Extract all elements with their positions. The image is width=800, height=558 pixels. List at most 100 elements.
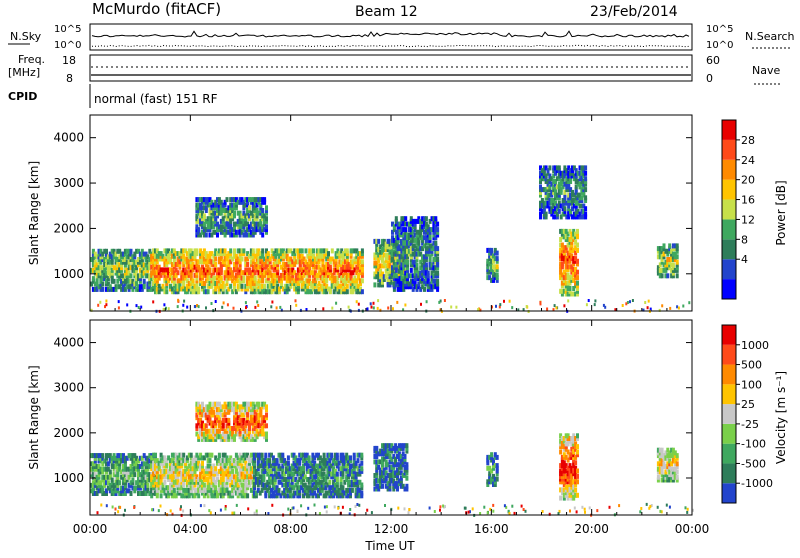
colorbar-tick-label: 28	[741, 134, 755, 147]
echo-cell	[499, 303, 501, 306]
echo-cell	[261, 208, 264, 213]
colorbar-segment	[722, 120, 736, 140]
echo-cell	[400, 271, 403, 276]
colorbar-segment	[722, 219, 736, 239]
echo-cell	[118, 306, 120, 309]
echo-cell	[404, 227, 407, 232]
noise-panel: N.Sky 10^5 10^0 10^5 10^0 N.Search	[8, 24, 795, 51]
echo-cell	[358, 303, 360, 306]
echo-cell	[666, 273, 669, 278]
echo-cell	[688, 301, 690, 304]
echo-cell	[323, 453, 326, 458]
echo-cell	[387, 307, 389, 310]
echo-cell	[131, 478, 134, 483]
echo-cell	[270, 305, 272, 308]
echo-cell	[111, 478, 114, 483]
echo-cell	[526, 305, 528, 308]
echo-cell	[214, 466, 217, 471]
echo-cell	[198, 305, 200, 308]
echo-cell	[434, 241, 437, 246]
echo-cell	[682, 305, 684, 308]
y-tick-label: 3000	[53, 176, 84, 190]
echo-cell	[192, 278, 195, 283]
echo-cell	[395, 273, 398, 278]
echo-cell	[622, 304, 624, 307]
echo-cell	[195, 248, 198, 253]
echo-cell	[182, 304, 184, 307]
echo-cell	[201, 402, 204, 407]
echo-cell	[584, 195, 587, 200]
echo-cell	[194, 305, 196, 308]
echo-cell	[392, 307, 394, 310]
echo-cell	[342, 485, 345, 490]
echo-cell	[246, 493, 249, 498]
echo-cell	[416, 262, 419, 267]
echo-cell	[436, 257, 439, 262]
echo-cell	[438, 301, 440, 304]
noise-tick-right-bottom: 10^0	[706, 40, 733, 51]
echo-cell	[539, 301, 541, 304]
echo-cell	[241, 284, 244, 289]
echo-cell	[569, 286, 572, 291]
echo-cell	[267, 251, 270, 256]
echo-cell	[209, 267, 212, 272]
echo-cell	[373, 306, 375, 309]
echo-cell	[105, 300, 107, 303]
echo-cell	[373, 302, 375, 305]
echo-cell	[576, 243, 579, 248]
echo-cell	[177, 299, 179, 302]
echo-cell	[254, 306, 256, 309]
echo-cell	[336, 472, 339, 477]
freq-panel: Freq. [MHz] 18 8 60 0 Nave	[8, 53, 780, 85]
echo-cell	[295, 304, 297, 307]
echo-cell	[496, 251, 499, 256]
echo-cell	[594, 303, 596, 306]
echo-cell	[360, 491, 363, 496]
echo-cell	[133, 472, 136, 477]
colorbar-tick-label: 20	[741, 174, 755, 187]
nave-tick-top: 60	[706, 54, 720, 67]
echo-cell	[261, 233, 264, 238]
echo-cell	[301, 248, 304, 253]
echo-cell	[361, 259, 364, 264]
echo-cell	[312, 248, 315, 253]
echo-cell	[136, 304, 138, 307]
echo-cell	[425, 216, 428, 221]
echo-cell	[281, 453, 284, 458]
echo-cell	[197, 287, 200, 292]
echo-cell	[163, 308, 165, 311]
echo-cell	[436, 279, 439, 284]
echo-cell	[197, 227, 200, 232]
echo-cell	[644, 301, 646, 304]
echo-cell	[215, 300, 217, 303]
echo-cell	[218, 453, 221, 458]
freq-tick-bottom: 8	[66, 72, 73, 85]
echo-cell	[511, 306, 513, 309]
nave-label: Nave	[752, 64, 780, 77]
echo-cell	[278, 488, 281, 493]
echo-cell	[203, 213, 206, 218]
echo-cell	[221, 306, 223, 309]
echo-cell	[495, 305, 497, 308]
echo-cell	[370, 302, 372, 305]
colorbar-tick-label: 24	[741, 154, 755, 167]
echo-cell	[436, 246, 439, 251]
echo-cell	[423, 287, 426, 292]
echo-cell	[209, 402, 212, 407]
echo-cell	[322, 307, 324, 310]
echo-cell	[404, 304, 406, 307]
echo-cell	[346, 284, 349, 289]
echo-cell	[353, 453, 356, 458]
echo-cell	[143, 279, 146, 284]
echo-cell	[567, 299, 569, 302]
echo-cell	[190, 453, 193, 458]
echo-cell	[256, 300, 258, 303]
echo-cell	[663, 243, 666, 248]
echo-cell	[371, 306, 373, 309]
echo-cell	[177, 270, 180, 275]
echo-cell	[576, 270, 579, 275]
echo-cell	[588, 299, 590, 302]
echo-cell	[101, 282, 104, 287]
